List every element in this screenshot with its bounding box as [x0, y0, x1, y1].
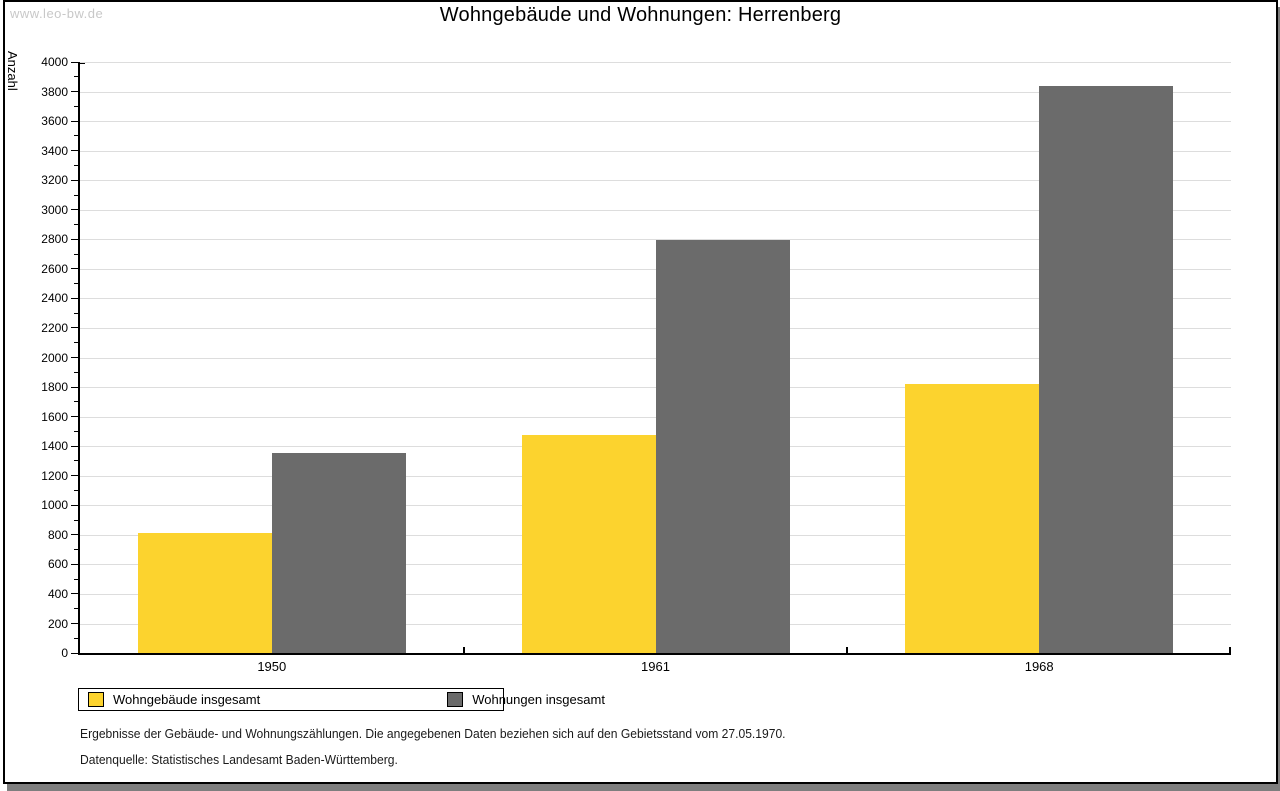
legend: Wohngebäude insgesamt Wohnungen insgesamt: [78, 688, 605, 711]
y-tick-major: [71, 327, 79, 329]
y-tick-minor: [74, 519, 79, 521]
gridline: [80, 62, 1231, 63]
y-tick-label: 600: [47, 557, 68, 572]
x-axis-line: [78, 653, 1231, 655]
y-tick-minor: [74, 224, 79, 225]
y-tick-label: 1400: [41, 439, 68, 454]
y-tick-minor: [74, 430, 79, 432]
legend-swatch: [88, 692, 104, 707]
y-tick-minor: [74, 194, 79, 196]
y-tick-major: [71, 179, 79, 181]
chart-page: www.leo-bw.de Wohngebäude und Wohnungen:…: [3, 0, 1278, 784]
watermark: www.leo-bw.de: [10, 6, 104, 21]
y-tick-minor: [74, 312, 79, 314]
plot-area: 0 200 400 600 800 1000 1200 1400 1600 1800 2000 220…: [41, 55, 1231, 674]
x-axis-end-cap: [1229, 647, 1231, 653]
y-axis-top-cap: [78, 62, 85, 64]
y-tick-major: [71, 475, 79, 477]
y-tick-minor: [74, 135, 79, 137]
y-tick-major: [71, 416, 79, 418]
y-tick-minor: [74, 342, 79, 344]
y-tick-label: 4000: [41, 55, 68, 69]
gridline: [80, 91, 1231, 93]
y-tick-label: 2200: [41, 320, 68, 335]
y-tick-minor: [74, 460, 79, 462]
y-tick-minor: [74, 253, 79, 255]
y-tick-major: [71, 357, 79, 358]
y-tick-minor: [74, 401, 79, 403]
y-tick-minor: [74, 490, 79, 491]
x-category-label: 1950: [257, 659, 287, 674]
bar-wohngebaeude-1968: [905, 383, 1040, 653]
y-tick-major: [71, 268, 79, 270]
y-tick-major: [71, 209, 79, 211]
legend-item-wohngebaeude: Wohngebäude insgesamt: [79, 692, 260, 707]
y-tick-minor: [74, 105, 79, 107]
x-category-label: 1968: [1024, 659, 1054, 674]
bar-wohnungen-1968: [1039, 85, 1174, 653]
y-tick-minor: [74, 578, 79, 580]
bar-wohngebaeude-1950: [137, 533, 272, 653]
y-tick-major: [71, 623, 79, 624]
y-tick-minor: [74, 637, 79, 639]
y-tick-label: 3600: [41, 114, 68, 129]
y-tick-label: 2800: [41, 232, 68, 247]
y-tick-label: 1200: [41, 468, 68, 483]
y-tick-label: 3000: [41, 202, 68, 217]
gridline: [80, 239, 1231, 241]
gridline: [80, 150, 1231, 152]
legend-label: Wohngebäude insgesamt: [113, 692, 261, 707]
y-tick-label: 400: [47, 586, 68, 601]
y-tick-major: [71, 150, 79, 152]
y-tick-major: [71, 534, 79, 536]
y-tick-minor: [74, 371, 79, 373]
y-tick-major: [71, 120, 79, 122]
y-tick-major: [71, 593, 79, 595]
y-tick-label: 800: [47, 527, 68, 542]
y-tick-major: [71, 297, 79, 299]
footnote-data-source: Datenquelle: Statistisches Landesamt Bad…: [80, 752, 398, 767]
gridline: [80, 121, 1231, 123]
y-tick-label: 3400: [41, 143, 68, 158]
y-tick-major: [71, 238, 79, 240]
y-axis-line: [78, 62, 80, 653]
x-axis-boundary-tick: [846, 647, 849, 653]
y-tick-label: 1800: [41, 380, 68, 395]
y-tick-major: [71, 504, 79, 506]
y-tick-label: 2000: [41, 350, 68, 365]
y-tick-label: 200: [47, 616, 68, 631]
y-tick-minor: [74, 283, 79, 285]
chart-title: Wohngebäude und Wohnungen: Herrenberg: [439, 4, 842, 26]
legend-item-wohnungen: Wohnungen insgesamt: [438, 692, 605, 707]
y-tick-minor: [74, 549, 79, 551]
y-axis-label: Anzahl: [5, 51, 20, 91]
footnote-source-note: Ergebnisse der Gebäude- und Wohnungszähl…: [80, 726, 786, 741]
y-tick-major: [71, 652, 79, 654]
y-tick-major: [71, 563, 79, 565]
y-tick-label: 0: [61, 646, 68, 660]
y-tick-label: 2400: [41, 291, 68, 306]
x-axis-boundary-tick: [462, 647, 465, 653]
y-tick-minor: [74, 76, 79, 78]
y-tick-major: [71, 91, 79, 92]
y-tick-major: [71, 445, 79, 447]
legend-label: Wohnungen insgesamt: [472, 692, 605, 707]
y-tick-major: [71, 386, 79, 388]
y-tick-major: [71, 61, 79, 63]
gridline: [80, 180, 1231, 182]
bar-wohnungen-1961: [655, 240, 790, 653]
y-tick-minor: [74, 164, 79, 166]
y-tick-label: 2600: [41, 261, 68, 276]
bar-wohnungen-1950: [271, 452, 406, 653]
y-tick-label: 3800: [41, 84, 68, 99]
y-tick-label: 3200: [41, 173, 68, 188]
legend-swatch: [447, 692, 464, 707]
y-tick-label: 1000: [41, 498, 68, 513]
y-tick-label: 1600: [41, 409, 68, 424]
gridline: [80, 209, 1231, 211]
y-tick-minor: [74, 608, 79, 610]
x-category-label: 1961: [641, 659, 670, 674]
bar-wohngebaeude-1961: [521, 434, 656, 653]
